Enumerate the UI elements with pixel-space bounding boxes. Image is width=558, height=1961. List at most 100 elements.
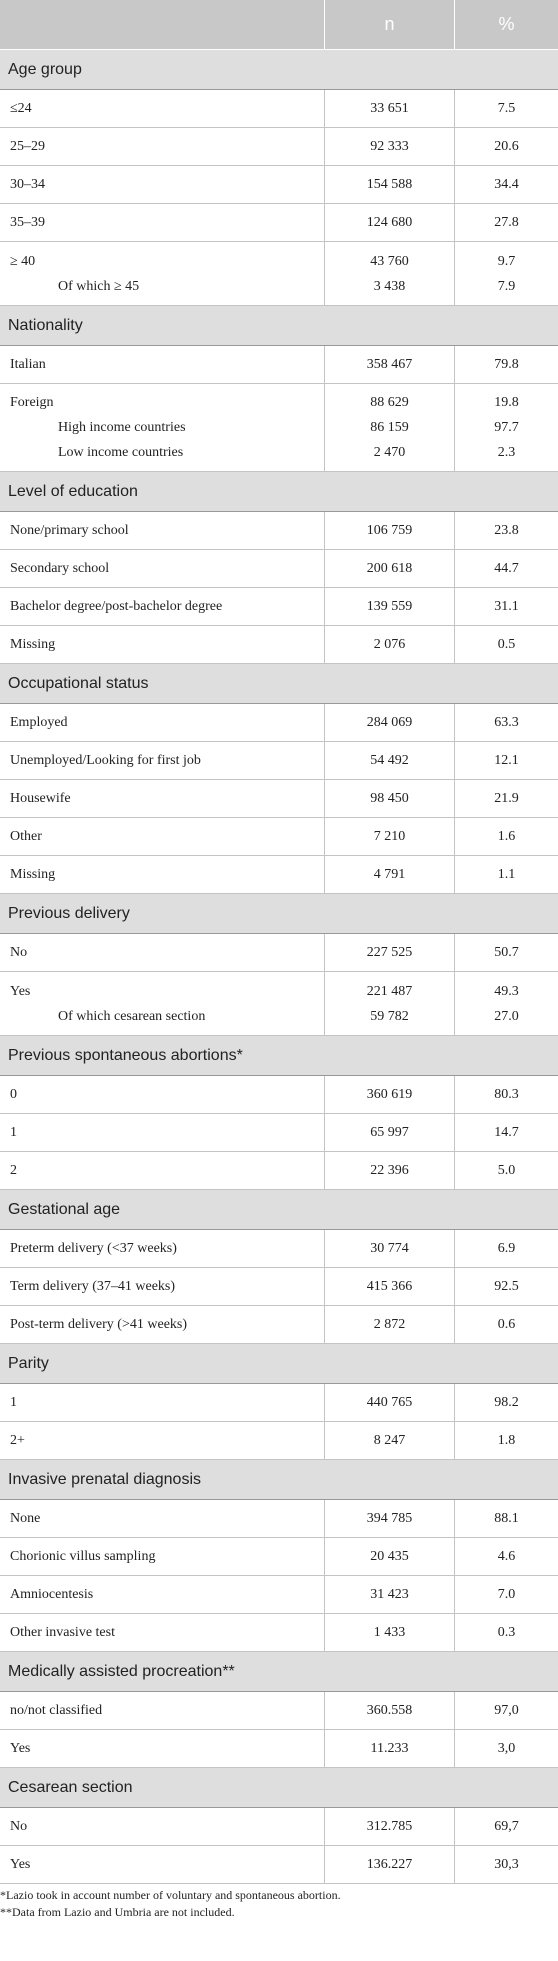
table-cell: 20 435 [324,1538,455,1575]
table-cell: Bachelor degree/post-bachelor degree [0,588,324,625]
table-cell: 88.1 [455,1500,558,1537]
cell-text: Missing [10,867,56,882]
table-cell: 1.1 [455,856,558,893]
table-row: Preterm delivery (<37 weeks) 30 774 6.9 [0,1230,558,1268]
table: n% Age group ≤24 33 651 7.5 25–29 92 333 20.6 30… [0,0,558,1884]
table-row: 25–29 92 333 20.6 [0,128,558,166]
table-cell: 30 774 [324,1230,455,1267]
table-cell: 80.3 [455,1076,558,1113]
table-row: Missing 2 076 0.5 [0,626,558,664]
cell-text: 2 872 [373,1317,406,1332]
section-title: Level of education [0,472,558,512]
table-cell: 2+ [0,1422,324,1459]
table-cell: Other [0,818,324,855]
cell-text: 86 159 [370,420,409,435]
table-cell: 284 069 [324,704,455,741]
table-row: 2+ 8 247 1.8 [0,1422,558,1460]
table-cell: Housewife [0,780,324,817]
cell-text: 360.558 [366,1703,413,1718]
table-cell: 7.5 [455,90,558,127]
cell-text: No [10,945,28,960]
table-cell: Other invasive test [0,1614,324,1651]
table-cell: 5.0 [455,1152,558,1189]
cell-text: 7.5 [497,101,516,116]
table-row: No 312.785 69,7 [0,1808,558,1846]
table-row: Unemployed/Looking for first job 54 492 12… [0,742,558,780]
cell-text: 50.7 [494,945,519,960]
cell-text: 7 210 [373,829,406,844]
table-cell: 154 588 [324,166,455,203]
cell-text: 14.7 [494,1125,519,1140]
table-cell: 54 492 [324,742,455,779]
table-cell: Missing [0,626,324,663]
table-cell: 35–39 [0,204,324,241]
cell-text: 227 525 [366,945,413,960]
footnote: **Data from Lazio and Umbria are not inc… [0,1905,235,1919]
table-cell: 31.1 [455,588,558,625]
cell-text: 358 467 [366,357,413,372]
cell-text: 2.3 [497,445,516,460]
table-row: Yes 11.233 3,0 [0,1730,558,1768]
cell-text: Post-term delivery (>41 weeks) [10,1317,188,1332]
table-row: 35–39 124 680 27.8 [0,204,558,242]
table-row: Chorionic villus sampling 20 435 4.6 [0,1538,558,1576]
cell-text: 8 247 [373,1433,406,1448]
table-cell: None [0,1500,324,1537]
table-row: Yes 136.227 30,3 [0,1846,558,1884]
cell-text: 0.6 [497,1317,516,1332]
table-cell: Chorionic villus sampling [0,1538,324,1575]
cell-text: 54 492 [370,753,409,768]
table-cell: 92.5 [455,1268,558,1305]
table-cell: 0.5 [455,626,558,663]
cell-text: Housewife [10,791,71,806]
table-cell: 358 467 [324,346,455,383]
cell-text: No [10,1819,28,1834]
cell-text: Unemployed/Looking for first job [10,753,201,768]
table-cell: 31 423 [324,1576,455,1613]
cell-text: 12.1 [494,753,519,768]
table-cell: 27.8 [455,204,558,241]
cell-text: Other [10,829,42,844]
footnote: *Lazio took in account number of volunta… [0,1888,341,1902]
table-cell: 88 629 86 159 2 470 [324,384,455,471]
table-row: Amniocentesis 31 423 7.0 [0,1576,558,1614]
table-row: ≤24 33 651 7.5 [0,90,558,128]
cell-text: 3,0 [497,1741,516,1756]
header-row: n% [0,0,558,50]
cell-text: 139 559 [366,599,413,614]
table-cell: No [0,1808,324,1845]
table-row: Post-term delivery (>41 weeks) 2 872 0.6 [0,1306,558,1344]
section-title: Invasive prenatal diagnosis [0,1460,558,1500]
table-cell: 136.227 [324,1846,455,1883]
table-row: 1 440 765 98.2 [0,1384,558,1422]
section-title: Gestational age [0,1190,558,1230]
cell-text: 27.0 [494,1008,519,1024]
table-cell: 12.1 [455,742,558,779]
table-cell: Preterm delivery (<37 weeks) [0,1230,324,1267]
table-row: 2 22 396 5.0 [0,1152,558,1190]
table-cell: 360.558 [324,1692,455,1729]
cell-text: ≥ 40 [10,253,36,269]
cell-text: no/not classified [10,1703,103,1718]
table-cell: no/not classified [0,1692,324,1729]
table-cell: ≤24 [0,90,324,127]
cell-text: 2 [10,1163,17,1178]
cell-text: 88.1 [494,1511,519,1526]
table-cell: ≥ 40 Of which ≥ 45 [0,242,324,305]
section-title: Occupational status [0,664,558,704]
table-row: ≥ 40 Of which ≥ 45 43 760 3 438 9.7 7.9 [0,242,558,306]
cell-text: 1.8 [497,1433,516,1448]
header-cell: n [324,0,455,49]
cell-text: None [10,1511,41,1526]
cell-text: Secondary school [10,561,110,576]
cell-text: 2 076 [373,637,406,652]
cell-text: 88 629 [370,395,409,410]
cell-text: Bachelor degree/post-bachelor degree [10,599,223,614]
table-cell: Unemployed/Looking for first job [0,742,324,779]
cell-text: Amniocentesis [10,1587,94,1602]
table-cell: 50.7 [455,934,558,971]
table-row: 1 65 997 14.7 [0,1114,558,1152]
cell-text: 124 680 [366,215,413,230]
table-cell: 360 619 [324,1076,455,1113]
table-row: Foreign High income countries Low income c… [0,384,558,472]
